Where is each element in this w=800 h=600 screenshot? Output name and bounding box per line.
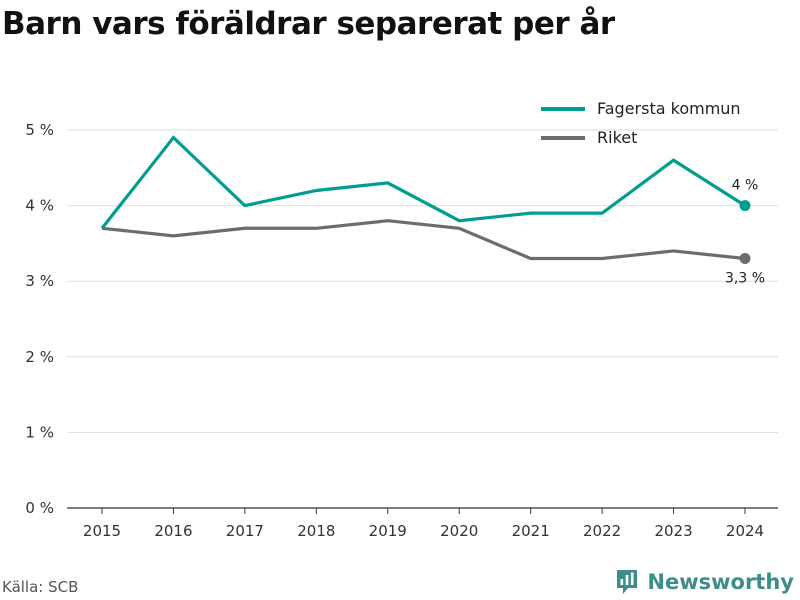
x-tick-label: 2022 [583,522,621,540]
chart-title: Barn vars föräldrar separerat per år [2,6,615,42]
legend: Fagersta kommun Riket [541,99,741,147]
line-chart: 0 % 1 % 2 % 3 % 4 % 5 % 2015 2016 2017 2018 2019 20… [25,99,778,540]
series-line-riket [101,219,746,261]
grid-layer [67,129,778,509]
y-tick-label: 1 % [25,423,54,441]
end-point-fagersta-kommun [739,200,751,212]
x-tick-label: 2023 [654,522,692,540]
y-tick-label: 4 % [25,197,54,215]
brand-name: Newsworthy [647,570,794,594]
x-tick-label: 2017 [226,522,264,540]
x-tick-label: 2018 [297,522,335,540]
source-note: Källa: SCB [2,578,79,596]
legend-label-fagersta-kommun: Fagersta kommun [597,99,741,118]
x-tick-label: 2020 [440,522,478,540]
newsworthy-logo-icon [617,570,638,594]
end-label-fagersta-kommun: 4 % [732,178,759,194]
x-tick-label: 2024 [726,522,764,540]
legend-label-riket: Riket [597,128,637,147]
series-line-fagersta-kommun [100,135,746,230]
y-tick-label: 5 % [25,121,54,139]
x-tick-label: 2015 [83,522,121,540]
end-label-riket: 3,3 % [725,271,765,287]
x-tick-label: 2021 [512,522,550,540]
series-layer: 4 % 3,3 % [100,135,765,287]
y-tick-label: 2 % [25,348,54,366]
y-tick-label: 0 % [25,499,54,517]
x-tick-label: 2019 [369,522,407,540]
end-point-riket [739,253,751,265]
y-tick-label: 3 % [25,272,54,290]
brand: Newsworthy [615,568,794,596]
axis-layer: 0 % 1 % 2 % 3 % 4 % 5 % 2015 2016 2017 2018 2019 20… [25,121,764,540]
x-tick-label: 2016 [154,522,192,540]
